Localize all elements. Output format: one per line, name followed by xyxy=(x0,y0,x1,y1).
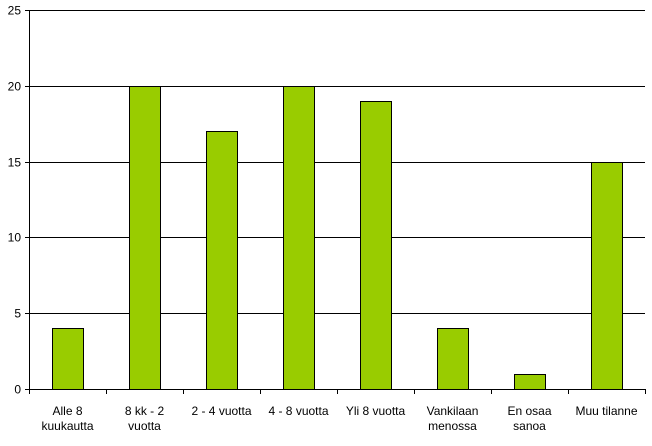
axes xyxy=(25,10,646,394)
x-tick-label-line: menossa xyxy=(428,419,477,433)
y-tick-label: 25 xyxy=(8,4,22,18)
bar xyxy=(283,86,315,390)
bar xyxy=(360,101,392,390)
gridlines xyxy=(29,10,645,314)
x-tick-label-line: vuotta xyxy=(128,419,161,433)
x-tick-label: Yli 8 vuotta xyxy=(346,404,406,418)
bar xyxy=(437,328,469,390)
x-tick-label: 2 - 4 vuotta xyxy=(191,404,251,418)
x-tick-label-line: Muu tilanne xyxy=(575,404,637,418)
x-tick-label-line: Vankilaan xyxy=(427,404,479,418)
x-tick-label-line: 8 kk - 2 xyxy=(125,404,165,418)
y-tick-label: 20 xyxy=(8,80,22,94)
y-tick-labels: 0 5 10 15 20 25 xyxy=(8,4,22,397)
bar xyxy=(52,328,84,390)
x-tick-label: Muu tilanne xyxy=(575,404,637,418)
y-tick-label: 0 xyxy=(14,383,21,397)
bar xyxy=(129,86,161,390)
bars xyxy=(52,86,623,390)
x-tick-label-line: kuukautta xyxy=(41,419,93,433)
x-tick-label-line: 4 - 8 vuotta xyxy=(268,404,328,418)
x-tick-label-line: Yli 8 vuotta xyxy=(346,404,406,418)
x-tick-label: 4 - 8 vuotta xyxy=(268,404,328,418)
bar xyxy=(206,131,238,390)
x-tick-label-line: sanoa xyxy=(513,419,546,433)
x-tick-label-line: 2 - 4 vuotta xyxy=(191,404,251,418)
x-tick-label: Alle 8 kuukautta xyxy=(41,404,93,433)
y-tick-label: 5 xyxy=(14,307,21,321)
x-tick-label: En osaa sanoa xyxy=(507,404,551,433)
y-tick-label: 10 xyxy=(8,231,22,245)
bar xyxy=(514,374,546,390)
bar xyxy=(591,162,623,390)
x-tick-label: 8 kk - 2 vuotta xyxy=(125,404,165,433)
y-tick-label: 15 xyxy=(8,156,22,170)
x-tick-label-line: Alle 8 xyxy=(52,404,82,418)
x-tick-label-line: En osaa xyxy=(507,404,551,418)
x-tick-label: Vankilaan menossa xyxy=(427,404,479,433)
x-tick-labels: Alle 8 kuukautta 8 kk - 2 vuotta 2 - 4 vuott… xyxy=(41,404,637,433)
